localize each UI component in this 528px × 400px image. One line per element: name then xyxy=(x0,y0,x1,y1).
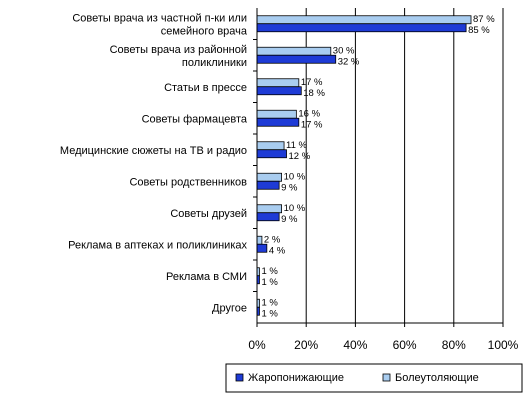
category-label: Медицинские сюжеты на ТВ и радио xyxy=(60,145,247,157)
value-label-series-1: 4 % xyxy=(269,245,286,256)
legend-label-series-1: Жаропонижающие xyxy=(248,372,344,384)
category-label: Другое xyxy=(212,302,247,314)
category-label: семейного врача xyxy=(161,25,248,37)
bar-series-2 xyxy=(256,235,263,245)
value-label-series-1: 17 % xyxy=(301,119,323,130)
bar-series-1 xyxy=(256,180,280,190)
x-tick-label: 20% xyxy=(294,338,318,352)
category-label: Советы фармацевта xyxy=(142,113,248,125)
value-label-series-2: 1 % xyxy=(261,297,278,308)
legend-swatch-series-1 xyxy=(235,373,244,382)
category-label: Советы врача из районной xyxy=(110,44,247,56)
x-tick-labels: 0% 20% 40% 60% 80% 100% xyxy=(248,338,518,352)
bar-series-1 xyxy=(256,149,287,159)
legend-frame xyxy=(225,363,523,393)
value-label-series-2: 11 % xyxy=(286,140,308,151)
value-label-series-2: 30 % xyxy=(333,45,355,56)
category-label: Советы друзей xyxy=(170,208,247,220)
value-label-series-1: 32 % xyxy=(338,56,360,67)
bar-series-2 xyxy=(256,78,300,88)
value-label-series-2: 2 % xyxy=(264,234,281,245)
category-label: Советы родственников xyxy=(129,176,247,188)
category-label: Реклама в СМИ xyxy=(166,271,247,283)
category-label: поликлиники xyxy=(182,57,247,69)
value-labels: 87 %85 %30 %32 %17 %18 %16 %17 %11 %12 %… xyxy=(261,14,495,320)
value-label-series-1: 1 % xyxy=(261,277,278,288)
value-label-series-2: 10 % xyxy=(284,203,306,214)
value-label-series-1: 9 % xyxy=(281,214,298,225)
bar-series-2 xyxy=(256,204,283,214)
value-label-series-1: 85 % xyxy=(468,25,490,36)
x-tick-label: 40% xyxy=(343,338,367,352)
axes xyxy=(253,8,504,327)
legend-label-series-2: Болеутоляющие xyxy=(395,372,479,384)
value-label-series-1: 9 % xyxy=(281,182,298,193)
bars xyxy=(256,15,472,316)
legend-swatch-series-2 xyxy=(382,373,391,382)
category-label: Советы врача из частной п-ки или xyxy=(72,12,247,24)
value-label-series-1: 1 % xyxy=(261,308,278,319)
bar-series-1 xyxy=(256,54,337,64)
category-label: Реклама в аптеках и поликлиниках xyxy=(68,239,247,251)
value-label-series-2: 17 % xyxy=(301,77,323,88)
value-label-series-1: 12 % xyxy=(289,151,311,162)
value-label-series-2: 1 % xyxy=(261,266,278,277)
value-label-series-2: 87 % xyxy=(473,14,495,25)
value-label-series-2: 16 % xyxy=(298,108,320,119)
bar-series-2 xyxy=(256,15,472,25)
bar-series-1 xyxy=(256,23,467,33)
bar-series-2 xyxy=(256,109,297,119)
bar-series-2 xyxy=(256,46,332,56)
value-label-series-2: 10 % xyxy=(284,171,306,182)
gridlines xyxy=(305,8,504,323)
bar-series-1 xyxy=(256,212,280,222)
x-tick-label: 0% xyxy=(248,338,266,352)
legend: Жаропонижающие Болеутоляющие xyxy=(225,363,523,393)
x-tick-label: 100% xyxy=(488,338,519,352)
value-label-series-1: 18 % xyxy=(303,88,325,99)
category-label: Статьи в прессе xyxy=(164,82,247,94)
bar-series-1 xyxy=(256,243,268,253)
category-labels: Советы врача из частной п-ки илисемейног… xyxy=(60,12,248,314)
bar-series-2 xyxy=(256,172,283,182)
x-tick-label: 60% xyxy=(393,338,417,352)
bar-series-2 xyxy=(256,141,285,151)
x-tick-label: 80% xyxy=(442,338,466,352)
bar-series-1 xyxy=(256,117,300,127)
bar-series-1 xyxy=(256,86,302,96)
